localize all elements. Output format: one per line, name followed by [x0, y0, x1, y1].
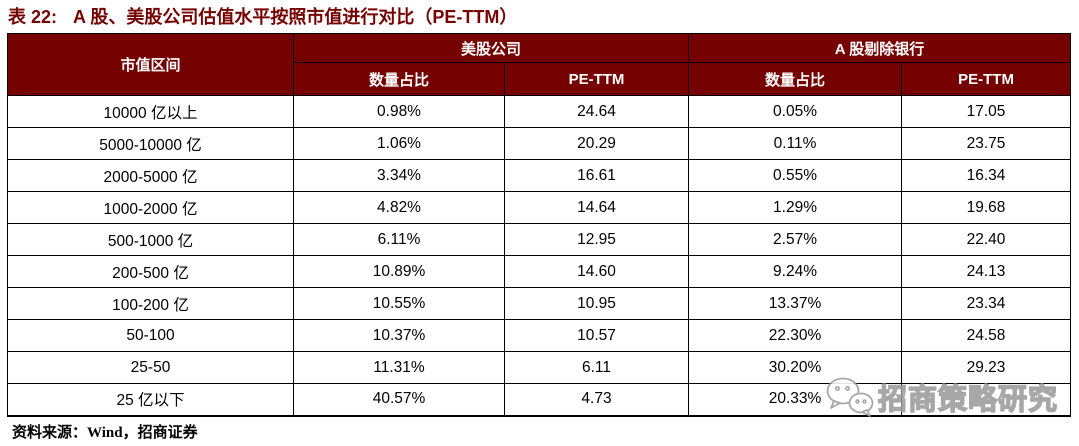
cell-us-quantity-share: 11.31% — [293, 351, 505, 384]
table-title: 表 22: A 股、美股公司估值水平按照市值进行对比（PE-TTM） — [8, 4, 1068, 30]
table-header: 市值区间 美股公司 A 股剔除银行 数量占比 PE-TTM 数量占比 PE-TT… — [7, 33, 1072, 96]
cell-a-pe-ttm: 24.58 — [901, 319, 1072, 352]
cell-a-quantity-share: 13.37% — [688, 287, 903, 320]
cell-a-pe-ttm: 17.05 — [901, 95, 1072, 128]
header-market-cap-range: 市值区间 — [7, 33, 294, 96]
cell-a-quantity-share: 1.29% — [688, 191, 903, 224]
cell-a-quantity-share: 2.57% — [688, 223, 903, 256]
cell-us-quantity-share: 4.82% — [293, 191, 505, 224]
cell-us-quantity-share: 40.57% — [293, 383, 505, 417]
cell-a-pe-ttm: 22.40 — [901, 223, 1072, 256]
table-row: 10000 亿以上 0.98% 24.64 0.05% 17.05 — [7, 95, 1072, 128]
cell-a-quantity-share: 0.55% — [688, 159, 903, 192]
cell-a-pe-ttm: 19.68 — [901, 191, 1072, 224]
cell-a-pe-ttm: 29.23 — [901, 351, 1072, 384]
table-row: 1000-2000 亿 4.82% 14.64 1.29% 19.68 — [7, 191, 1072, 224]
cell-us-pe-ttm: 14.60 — [503, 255, 690, 288]
header-us-pe-ttm: PE-TTM — [503, 62, 690, 96]
cell-market-cap-range: 50-100 — [7, 319, 294, 352]
cell-a-quantity-share: 0.05% — [688, 95, 903, 128]
cell-a-quantity-share: 22.30% — [688, 319, 903, 352]
cell-a-pe-ttm: 16.34 — [901, 159, 1072, 192]
table-number-label: 表 22: — [8, 7, 58, 27]
cell-market-cap-range: 500-1000 亿 — [7, 223, 294, 256]
cell-market-cap-range: 1000-2000 亿 — [7, 191, 294, 224]
header-a-pe-ttm: PE-TTM — [901, 62, 1072, 96]
source-note: 资料来源：Wind，招商证券 — [12, 425, 198, 441]
table-row: 25-50 11.31% 6.11 30.20% 29.23 — [7, 351, 1072, 384]
cell-market-cap-range: 25-50 — [7, 351, 294, 384]
cell-us-quantity-share: 3.34% — [293, 159, 505, 192]
cell-a-pe-ttm — [901, 383, 1072, 417]
cell-us-pe-ttm: 16.61 — [503, 159, 690, 192]
table-row: 100-200 亿 10.55% 10.95 13.37% 23.34 — [7, 287, 1072, 320]
table-row: 25 亿以下 40.57% 4.73 20.33% — [7, 383, 1072, 417]
cell-market-cap-range: 5000-10000 亿 — [7, 127, 294, 160]
cell-a-pe-ttm: 24.13 — [901, 255, 1072, 288]
cell-a-quantity-share: 9.24% — [688, 255, 903, 288]
cell-a-pe-ttm: 23.34 — [901, 287, 1072, 320]
cell-us-quantity-share: 10.55% — [293, 287, 505, 320]
valuation-comparison-table: 市值区间 美股公司 A 股剔除银行 数量占比 PE-TTM 数量占比 PE-TT… — [7, 33, 1072, 417]
cell-us-pe-ttm: 14.64 — [503, 191, 690, 224]
cell-us-quantity-share: 0.98% — [293, 95, 505, 128]
cell-market-cap-range: 100-200 亿 — [7, 287, 294, 320]
cell-market-cap-range: 200-500 亿 — [7, 255, 294, 288]
cell-a-quantity-share: 0.11% — [688, 127, 903, 160]
cell-market-cap-range: 10000 亿以上 — [7, 95, 294, 128]
cell-us-quantity-share: 10.37% — [293, 319, 505, 352]
cell-us-quantity-share: 10.89% — [293, 255, 505, 288]
table-row: 200-500 亿 10.89% 14.60 9.24% 24.13 — [7, 255, 1072, 288]
header-us-quantity-share: 数量占比 — [293, 62, 505, 96]
cell-market-cap-range: 2000-5000 亿 — [7, 159, 294, 192]
table-row: 2000-5000 亿 3.34% 16.61 0.55% 16.34 — [7, 159, 1072, 192]
cell-us-pe-ttm: 4.73 — [503, 383, 690, 417]
cell-market-cap-range: 25 亿以下 — [7, 383, 294, 417]
header-group-a-shares-ex-banks: A 股剔除银行 — [688, 33, 1072, 63]
cell-a-pe-ttm: 23.75 — [901, 127, 1072, 160]
cell-a-quantity-share: 20.33% — [688, 383, 903, 417]
cell-us-pe-ttm: 10.57 — [503, 319, 690, 352]
header-group-us-companies: 美股公司 — [292, 33, 690, 63]
table-title-text: A 股、美股公司估值水平按照市值进行对比（PE-TTM） — [73, 7, 518, 27]
table-body: 10000 亿以上 0.98% 24.64 0.05% 17.05 5000-10000 … — [7, 95, 1072, 417]
table-row: 50-100 10.37% 10.57 22.30% 24.58 — [7, 319, 1072, 352]
cell-a-quantity-share: 30.20% — [688, 351, 903, 384]
cell-us-pe-ttm: 6.11 — [503, 351, 690, 384]
table-row: 500-1000 亿 6.11% 12.95 2.57% 22.40 — [7, 223, 1072, 256]
header-a-quantity-share: 数量占比 — [688, 62, 903, 96]
cell-us-pe-ttm: 10.95 — [503, 287, 690, 320]
cell-us-pe-ttm: 20.29 — [503, 127, 690, 160]
cell-us-pe-ttm: 24.64 — [503, 95, 690, 128]
cell-us-quantity-share: 1.06% — [293, 127, 505, 160]
cell-us-pe-ttm: 12.95 — [503, 223, 690, 256]
cell-us-quantity-share: 6.11% — [293, 223, 505, 256]
table-row: 5000-10000 亿 1.06% 20.29 0.11% 23.75 — [7, 127, 1072, 160]
